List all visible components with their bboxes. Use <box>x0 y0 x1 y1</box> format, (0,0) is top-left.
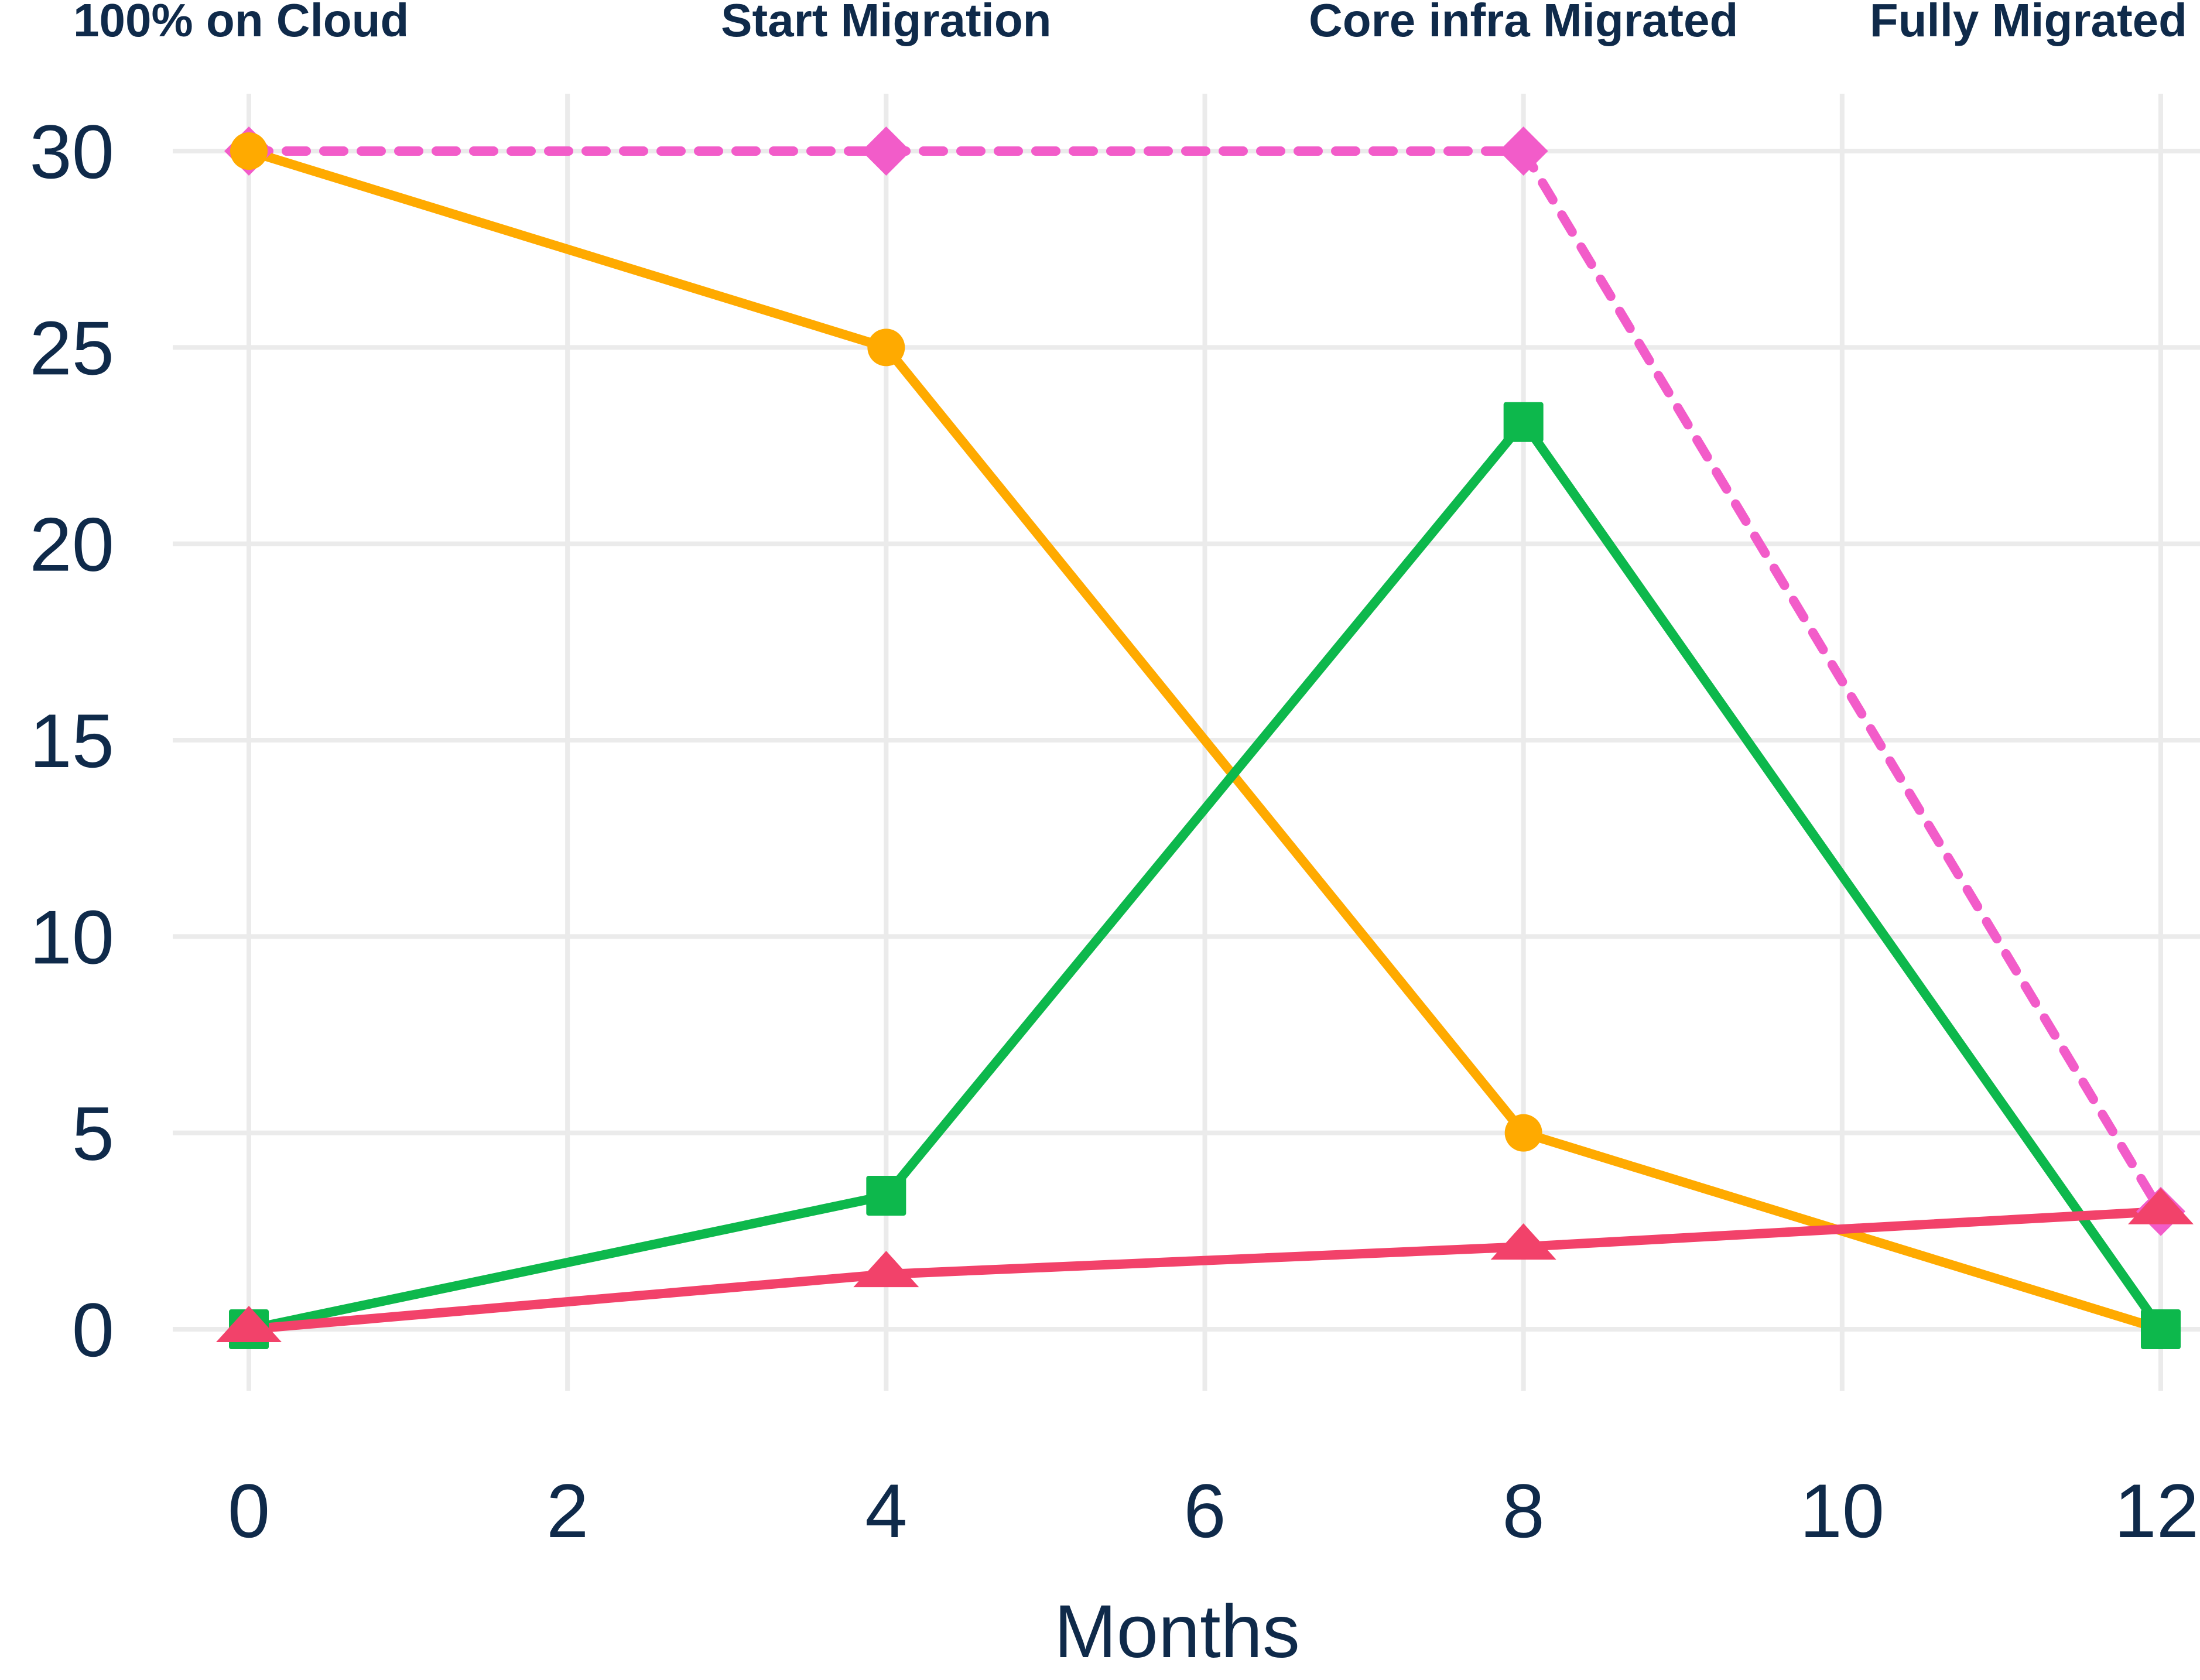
series-line-red <box>244 1206 2165 1334</box>
data-point-green <box>2141 1309 2181 1349</box>
x-tick-label: 10 <box>1800 1468 1885 1554</box>
data-point-red <box>1490 1223 1556 1260</box>
phase-label: 100% on Cloud <box>73 0 409 46</box>
grid <box>173 94 2200 1391</box>
phase-labels: 100% on Cloud Start Migration Core infra M… <box>73 0 2187 46</box>
series-line-pink-dotted <box>244 146 2165 1216</box>
x-tick-label: 8 <box>1503 1468 1545 1554</box>
y-tick-label: 10 <box>29 894 114 980</box>
x-axis-title: Months <box>1054 1590 1300 1674</box>
phase-label: Start Migration <box>721 0 1051 46</box>
y-tick-label: 0 <box>72 1287 114 1373</box>
data-point-orange <box>867 329 905 367</box>
series-line-green <box>244 417 2165 1334</box>
y-tick-label: 15 <box>29 698 114 783</box>
data-point-pink-dotted <box>861 126 911 176</box>
y-tick-label: 30 <box>29 109 114 194</box>
data-point-red <box>853 1251 919 1288</box>
phase-label: Fully Migrated <box>1870 0 2187 46</box>
x-tick-label: 4 <box>865 1468 907 1554</box>
data-point-orange <box>1504 1114 1542 1152</box>
x-tick-label: 0 <box>228 1468 270 1554</box>
x-tick-label: 12 <box>2114 1468 2199 1554</box>
x-tick-label: 2 <box>546 1468 589 1554</box>
phase-label: Core infra Migrated <box>1309 0 1738 46</box>
series-markers <box>216 126 2194 1349</box>
data-point-red <box>2128 1188 2194 1224</box>
axes: 0 5 10 15 20 25 30 0 2 4 6 8 10 12 <box>29 109 2199 1554</box>
data-point-pink-dotted <box>1498 126 1548 176</box>
y-tick-label: 20 <box>29 502 114 587</box>
y-tick-label: 5 <box>72 1091 114 1176</box>
data-point-red <box>216 1306 282 1342</box>
data-point-green <box>1503 402 1544 442</box>
series-lines <box>244 146 2165 1334</box>
y-tick-label: 25 <box>29 305 114 391</box>
data-point-green <box>866 1175 906 1216</box>
data-point-orange <box>230 132 268 170</box>
x-tick-label: 6 <box>1183 1468 1226 1554</box>
